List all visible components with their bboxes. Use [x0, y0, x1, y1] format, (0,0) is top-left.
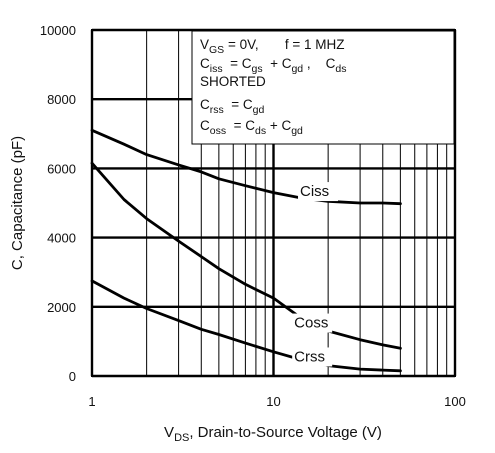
curve-label-bg	[292, 347, 333, 367]
y-tick-label: 10000	[40, 23, 76, 38]
x-tick-label: 100	[444, 394, 466, 409]
curve-label-bg	[298, 182, 339, 202]
curve-labels: Ciss Coss Crss	[292, 182, 339, 367]
y-tick-label: 4000	[47, 231, 76, 246]
series-curves	[90, 128, 402, 373]
y-tick-label: 0	[69, 369, 76, 384]
legend-line-5: Coss = Cds + Cgd	[200, 118, 303, 137]
legend-line-1: VGS = 0V, f = 1 MHZ	[200, 37, 345, 56]
legend-line-3: SHORTED	[200, 74, 266, 89]
y-tick-label: 6000	[47, 161, 76, 176]
legend-line-4: Crss = Cgd	[200, 97, 264, 116]
legend-line-2: Ciss = Cgs + Cgd , Cds	[200, 56, 347, 75]
x-tick-label: 1	[88, 394, 95, 409]
curve-label-coss: Coss	[294, 315, 328, 332]
y-axis-title: C, Capacitance (pF)	[9, 136, 26, 270]
tick-labels: 0 2000 4000 6000 8000 10000 1 10 100	[40, 23, 466, 409]
legend-background	[191, 30, 455, 145]
legend-box: VGS = 0V, f = 1 MHZ Ciss = Cgs + Cgd , C…	[191, 30, 455, 145]
y-tick-label: 2000	[47, 300, 76, 315]
series-coss-line	[90, 161, 402, 350]
x-axis-title: VDS, Drain-to-Source Voltage (V)	[164, 424, 382, 444]
x-tick-label: 10	[266, 394, 280, 409]
curve-label-ciss: Ciss	[300, 183, 329, 200]
plot-frame	[91, 29, 456, 377]
series-crss-line	[90, 279, 402, 373]
curve-label-crss: Crss	[294, 348, 325, 365]
series-ciss-line	[90, 128, 402, 206]
curve-label-bg	[292, 313, 333, 333]
y-tick-label: 8000	[47, 92, 76, 107]
